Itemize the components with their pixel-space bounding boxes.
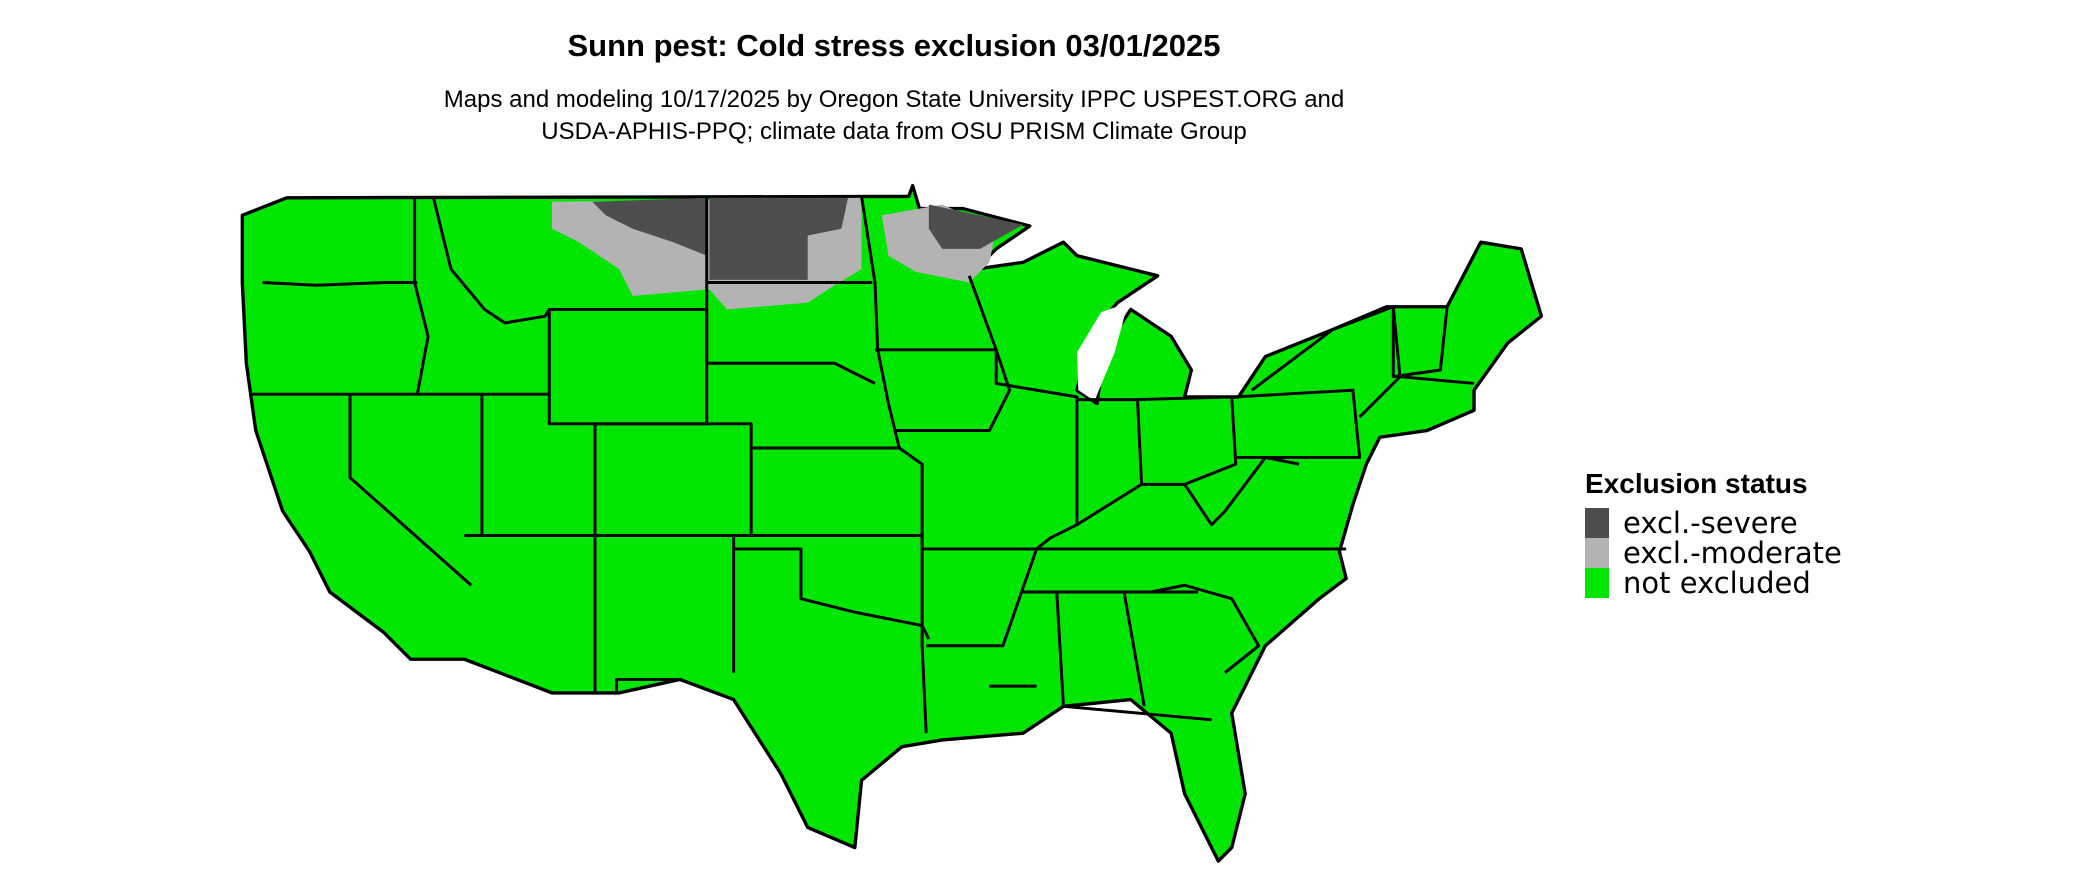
legend-label: excl.-severe	[1623, 506, 1798, 540]
legend-label: not excluded	[1623, 566, 1811, 600]
severe-exclusion-area-mt	[592, 197, 707, 256]
legend-title: Exclusion status	[1585, 468, 1808, 499]
legend-swatch-moderate	[1585, 538, 1609, 568]
legend-item-moderate: excl.-moderate	[1585, 536, 1842, 570]
legend-item-severe: excl.-severe	[1585, 506, 1842, 540]
legend-swatch-not-excluded	[1585, 568, 1609, 598]
legend-label: excl.-moderate	[1623, 536, 1842, 570]
subtitle-line-2: USDA-APHIS-PPQ; climate data from OSU PR…	[541, 118, 1247, 145]
severe-exclusion-area-mn	[928, 204, 1024, 249]
legend-swatch-severe	[1585, 508, 1609, 538]
legend: Exclusion status excl.-severe excl.-mode…	[1585, 468, 1842, 600]
legend-item-not-excluded: not excluded	[1585, 566, 1842, 600]
conus-landmass	[240, 183, 1544, 863]
severe-exclusion-area-nd	[709, 197, 849, 280]
map-subtitle: Maps and modeling 10/17/2025 by Oregon S…	[0, 84, 1788, 148]
map-title: Sunn pest: Cold stress exclusion 03/01/2…	[567, 28, 1221, 63]
subtitle-line-1: Maps and modeling 10/17/2025 by Oregon S…	[443, 86, 1345, 113]
lake-michigan	[1076, 302, 1129, 401]
state-borders	[249, 196, 1475, 734]
